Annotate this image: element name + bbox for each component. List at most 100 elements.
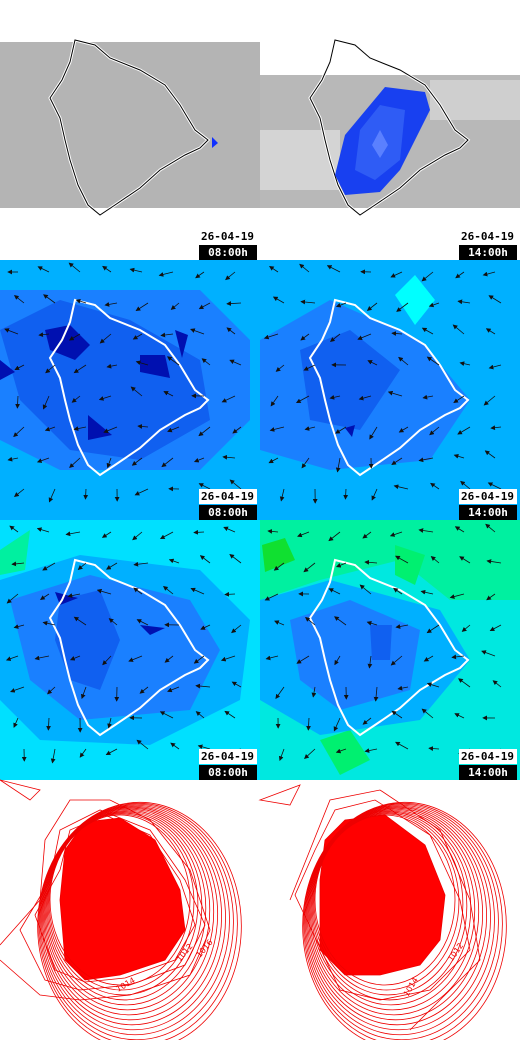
wind-arrow [13, 624, 25, 629]
wind-arrow [364, 748, 378, 753]
isobar [38, 802, 238, 1040]
wind-arrow [335, 426, 347, 434]
isobar [42, 807, 219, 1021]
wind-arrow [393, 484, 409, 490]
wind-arrow [429, 426, 440, 436]
wind-arrow [231, 681, 242, 688]
wind-arrow [357, 333, 372, 340]
wind-arrow [275, 364, 285, 372]
wind-arrow [398, 356, 409, 366]
wind-arrow [77, 562, 87, 570]
wind-arrow [453, 395, 465, 404]
panel-cloud-right [260, 38, 520, 217]
date-label: 26-04-19 [201, 750, 254, 763]
wind-arrow [42, 620, 56, 626]
wind-arrow [226, 301, 242, 306]
panel-wind2-left [0, 520, 260, 780]
wind-arrow [98, 395, 112, 401]
wind-arrow [136, 619, 149, 626]
time-label: 08:00h [208, 506, 248, 519]
wind-arrow [200, 624, 211, 630]
time-label: 08:00h [208, 766, 248, 779]
wind-arrow [460, 480, 471, 490]
wind-arrow [483, 395, 496, 406]
wind-arrow [268, 457, 279, 464]
wind-arrow [222, 454, 236, 460]
wind-arrow [453, 453, 465, 459]
wind-arrow [198, 302, 211, 310]
wind-arrow [223, 526, 236, 533]
wind-arrow [102, 655, 112, 666]
wind-arrow [454, 713, 465, 719]
wind-arrow [44, 426, 56, 432]
wind-arrow [461, 624, 471, 632]
wind-arrow [128, 655, 143, 662]
wind-arrow [45, 364, 56, 374]
wind-arrow [195, 271, 205, 279]
isobar [309, 809, 476, 1011]
wind-arrow [5, 655, 19, 661]
wind-arrow [373, 686, 379, 702]
wind-arrow [195, 683, 211, 689]
wind-arrow [396, 302, 409, 312]
isobar [45, 810, 207, 1006]
wind-arrow [137, 424, 149, 429]
wind-arrow [299, 263, 310, 273]
wind-arrow [14, 364, 25, 371]
wind-arrow [457, 299, 471, 305]
date-label: 26-04-19 [461, 490, 514, 503]
wind-arrow [457, 426, 471, 435]
wind-arrow [106, 562, 118, 570]
wind-arrow [163, 585, 174, 595]
wind-arrow [68, 333, 81, 341]
time-bg [199, 245, 257, 260]
wind-arrow [423, 655, 434, 662]
wind-arrow [159, 711, 174, 719]
wind-arrow [485, 523, 496, 533]
wind-arrow [263, 333, 279, 340]
wind-arrow [274, 620, 285, 626]
wind-arrow [106, 457, 112, 469]
wind-arrow [454, 526, 465, 533]
wind-arrow [301, 457, 310, 469]
wind-arrow [420, 589, 434, 595]
wind-arrow [190, 328, 205, 335]
wind-arrow [139, 686, 149, 694]
date-bg [199, 749, 257, 764]
wind-arrow [226, 327, 236, 335]
wind-arrow [488, 364, 502, 370]
isobar [303, 802, 503, 1040]
wind-arrow [38, 332, 50, 338]
wind-arrow [334, 655, 341, 666]
wind-arrow [389, 531, 403, 537]
wind-arrow [36, 527, 50, 533]
wind-arrow [161, 457, 174, 468]
wind-arrow [452, 324, 465, 335]
wind-arrow [270, 395, 279, 407]
wind-arrow [335, 302, 347, 308]
wind-arrow [459, 361, 471, 367]
wind-arrow [343, 488, 349, 500]
wind-arrow [9, 525, 19, 533]
time-label: 14:00h [468, 766, 508, 779]
wind-arrow [398, 426, 409, 433]
wind-arrow [39, 593, 50, 600]
wind-arrow [335, 748, 347, 754]
wind-arrow [190, 587, 205, 595]
isobar [41, 805, 226, 1031]
wind-arrow [159, 531, 174, 540]
isobar [42, 806, 222, 1026]
wind-arrow [107, 717, 112, 729]
wind-arrow [390, 271, 403, 278]
wind-arrow [391, 331, 403, 336]
wind-arrow [10, 686, 25, 693]
wind-arrow [47, 686, 56, 695]
wind-arrow [36, 457, 50, 463]
wind-arrow [451, 654, 465, 660]
date-label: 26-04-19 [201, 490, 254, 503]
wind-arrow [14, 295, 25, 304]
wind-arrow [367, 655, 373, 669]
wind-arrow [198, 483, 211, 490]
wind-arrow [193, 529, 205, 535]
wind-arrow [104, 302, 118, 307]
